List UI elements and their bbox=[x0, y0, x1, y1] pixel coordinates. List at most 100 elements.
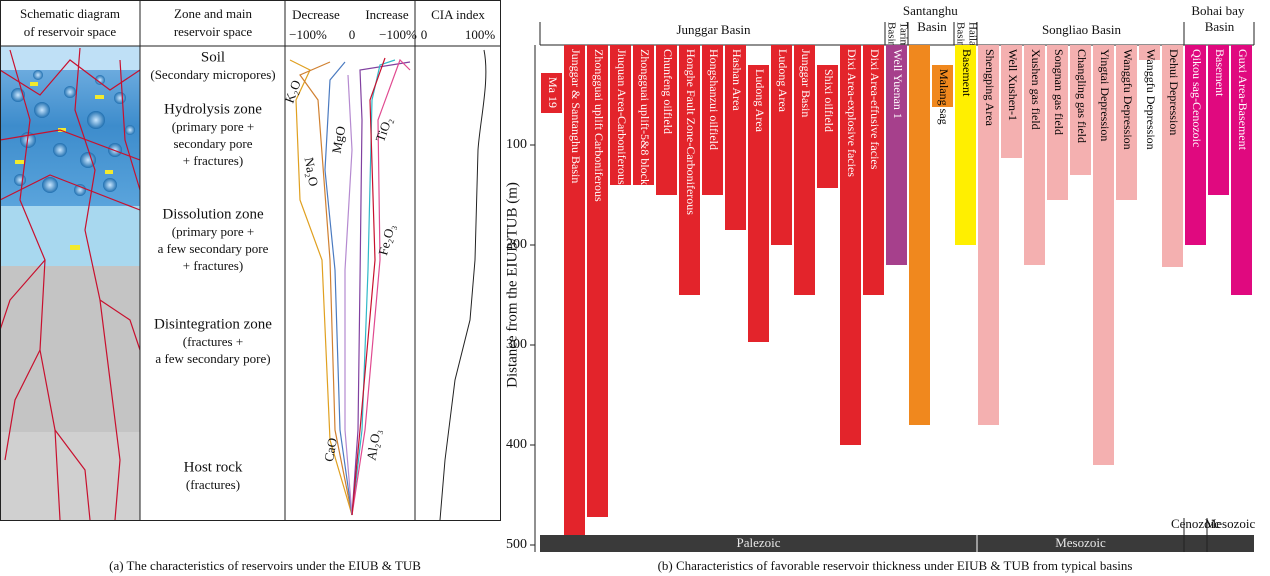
group-name: Hailar Basin bbox=[955, 22, 979, 52]
bar-label: Well Xushen-1 bbox=[1006, 49, 1020, 121]
bar-label: Shixi oilfield bbox=[822, 69, 836, 132]
zone-name: Host rock bbox=[184, 459, 243, 475]
bar-label: Honghe Fault Zone-Carboniferous bbox=[684, 49, 698, 215]
era-name: Mesozoic bbox=[1205, 516, 1256, 531]
bar bbox=[679, 45, 700, 295]
axis-tick: 100% bbox=[465, 27, 496, 42]
group-name: Songliao Basin bbox=[1042, 22, 1122, 37]
bar-label: Yingtai Depression bbox=[1098, 49, 1112, 141]
frame bbox=[0, 0, 501, 521]
bar bbox=[1001, 45, 1022, 158]
bar bbox=[1093, 45, 1114, 465]
bar bbox=[1047, 45, 1068, 200]
axis-tick: −100% bbox=[379, 27, 417, 42]
bar bbox=[1024, 45, 1045, 265]
zone-detail: (primary pore + bbox=[172, 224, 254, 239]
bar-label: Changling gas field bbox=[1075, 49, 1089, 143]
bar-label: Dehui Depression bbox=[1167, 49, 1181, 135]
bar-label: Xushen gas field bbox=[1029, 49, 1043, 130]
zone-detail: a few secondary pore bbox=[158, 241, 269, 256]
header: reservoir space bbox=[174, 24, 253, 39]
era-name: Palezoic bbox=[736, 535, 780, 550]
bar bbox=[564, 45, 585, 552]
zone-detail: secondary pore bbox=[173, 136, 252, 151]
bar bbox=[932, 65, 953, 107]
bar bbox=[909, 45, 930, 425]
oxide-label: Na₂O bbox=[302, 156, 322, 187]
zone-name: Disintegration zone bbox=[154, 316, 272, 332]
bar-label: Wanggfu Depression bbox=[1144, 49, 1158, 150]
axis-tick: 0 bbox=[421, 27, 428, 42]
bar bbox=[771, 45, 792, 245]
disintegration-image bbox=[0, 266, 140, 432]
bar bbox=[748, 65, 769, 342]
zone-detail: + fractures) bbox=[183, 153, 243, 168]
bar-label: Wanggfu Depression bbox=[1121, 49, 1135, 150]
zone-name: Soil bbox=[201, 49, 225, 65]
y-tick-label: 400 bbox=[506, 437, 527, 452]
bar-label: Ludong Area bbox=[753, 69, 767, 133]
bar bbox=[656, 45, 677, 195]
oxide-curves bbox=[289, 57, 411, 516]
dissolution-image bbox=[0, 206, 140, 266]
bar-label: Malang sag bbox=[937, 69, 951, 125]
bar bbox=[840, 45, 861, 445]
bar bbox=[541, 73, 562, 113]
zone-detail: a few secondary pore) bbox=[155, 351, 270, 366]
bar bbox=[1231, 45, 1252, 295]
bar bbox=[1208, 45, 1229, 195]
oxide-labels: K₂O MgO Na₂O TiO₂ Fe₂O₃ CaO Al₂O₃ bbox=[282, 78, 398, 463]
bar-label: Hashan Area bbox=[730, 49, 744, 111]
oxide-label: CaO bbox=[321, 437, 340, 463]
bar bbox=[587, 45, 608, 517]
bar-label: Dixi Area-effusive facies bbox=[868, 49, 882, 170]
caption: (a) The characteristics of reservoirs un… bbox=[109, 558, 421, 573]
header: of reservoir space bbox=[24, 24, 117, 39]
bar-label: Basement bbox=[1213, 49, 1227, 97]
bar-label: Dixi Area-explosive facies bbox=[845, 49, 859, 177]
bar bbox=[633, 45, 654, 185]
bar bbox=[1116, 45, 1137, 200]
oxide-label: Al₂O₃ bbox=[363, 428, 383, 462]
crystals bbox=[15, 82, 113, 250]
bar bbox=[817, 65, 838, 188]
y-tick-label: 500 bbox=[506, 537, 527, 552]
group-name: Bohai bay Basin bbox=[1191, 3, 1247, 34]
bar bbox=[886, 45, 907, 265]
bar-label: Zhongguai uplift Carboniferous bbox=[592, 49, 606, 202]
bar bbox=[978, 45, 999, 425]
y-tick-label: 100 bbox=[506, 137, 527, 152]
bar-label: Guxi Area-Basement bbox=[1236, 49, 1250, 151]
panel-b: 100 200 300 400 500 Distance from the EIUB/TU… bbox=[504, 3, 1255, 573]
bar bbox=[1139, 45, 1160, 60]
bar-label: Ludong Area bbox=[776, 49, 790, 113]
axis-title: Increase bbox=[365, 7, 409, 22]
axis-tick: 0 bbox=[349, 27, 356, 42]
zone-detail: (Secondary micropores) bbox=[150, 67, 275, 82]
bar-label: Junggar & Santanghu Basin bbox=[569, 49, 583, 183]
zone-name: Dissolution zone bbox=[162, 206, 264, 222]
panel-a: Schematic diagram of reservoir space Zon… bbox=[0, 0, 501, 573]
bar-label: Junggar Basin bbox=[799, 49, 813, 117]
bar-label: Zhongguai uplift-5&8 block bbox=[638, 49, 652, 185]
oxide-label: MgO bbox=[329, 125, 349, 155]
bar bbox=[1185, 45, 1206, 245]
bar bbox=[863, 45, 884, 295]
bar bbox=[725, 45, 746, 230]
axis-tick: −100% bbox=[289, 27, 327, 42]
zone-detail: + fractures) bbox=[183, 258, 243, 273]
era-band bbox=[540, 535, 1254, 552]
bar-label: Chunfeng oilfield bbox=[661, 49, 675, 134]
zone-detail: (fractures + bbox=[183, 334, 243, 349]
bar bbox=[1070, 45, 1091, 175]
fractures bbox=[0, 47, 141, 521]
era-name: Cenozoic bbox=[1171, 516, 1220, 531]
header: Zone and main bbox=[174, 6, 252, 21]
bar bbox=[702, 45, 723, 195]
caption: (b) Characteristics of favorable reservo… bbox=[658, 558, 1133, 573]
bar bbox=[1162, 45, 1183, 267]
bar-label: Hongshanzui oilfield bbox=[707, 49, 721, 150]
axis-title: Decrease bbox=[292, 7, 340, 22]
oxide-label: TiO₂ bbox=[372, 115, 395, 144]
